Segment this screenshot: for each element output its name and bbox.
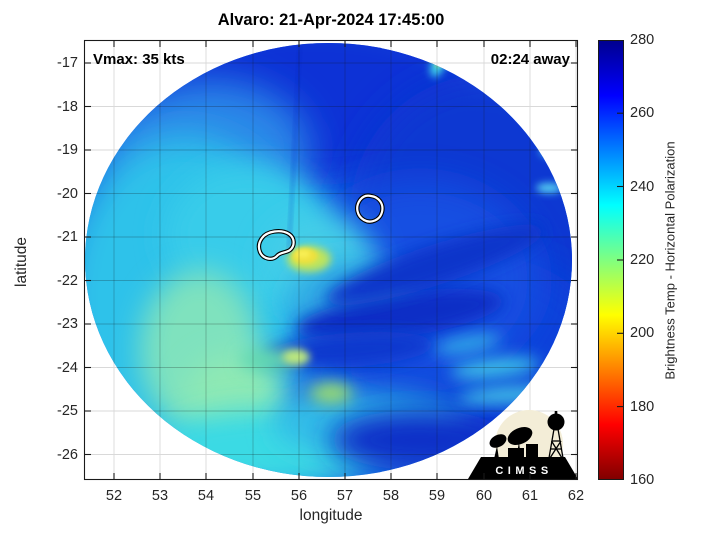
plot-title: Alvaro: 21-Apr-2024 17:45:00 <box>217 11 445 29</box>
colorbar-tick-label: 240 <box>630 179 655 195</box>
storm-contour-west <box>256 229 296 261</box>
xtick-label: 57 <box>336 488 354 504</box>
colorbar-label: Brightness Temp - Horizontal Polarizatio… <box>662 141 678 380</box>
ytick-label: -23 <box>57 316 78 332</box>
xtick-label: 53 <box>151 488 169 504</box>
ytick-label: -17 <box>57 55 78 71</box>
xtick-label: 59 <box>428 488 446 504</box>
xtick-label: 55 <box>244 488 262 504</box>
xtick-label: 56 <box>290 488 308 504</box>
ytick-label: -26 <box>57 447 78 463</box>
xtick-label: 60 <box>475 488 493 504</box>
grid-overlay <box>85 43 572 477</box>
colorbar <box>598 40 624 480</box>
time-away-annotation: 02:24 away <box>490 51 570 68</box>
ytick-label: -22 <box>57 273 78 289</box>
ytick-label: -19 <box>57 142 78 158</box>
cimss-logo-text: CIMSS <box>495 465 552 477</box>
colorbar-tick-label: 160 <box>630 472 655 488</box>
ytick-label: -25 <box>57 403 78 419</box>
axes-box <box>83 39 579 481</box>
colorbar-tick-label: 200 <box>630 325 655 341</box>
vmax-annotation: Vmax: 35 kts <box>93 51 185 68</box>
colorbar-tick-label: 260 <box>630 105 655 121</box>
storm-contour-east <box>355 193 385 224</box>
y-axis-label: latitude <box>13 237 30 287</box>
colorbar-tick-label: 280 <box>630 32 655 48</box>
ytick-label: -20 <box>57 186 78 202</box>
ytick-label: -24 <box>57 360 78 376</box>
colorbar-ticks <box>617 112 623 408</box>
xtick-label: 58 <box>382 488 400 504</box>
xtick-label: 61 <box>521 488 539 504</box>
water-tower-legs <box>548 428 564 459</box>
xtick-label: 54 <box>197 488 215 504</box>
colorbar-tick-label: 220 <box>630 252 655 268</box>
ytick-label: -21 <box>57 229 78 245</box>
satellite-swath-image <box>85 43 572 477</box>
cimss-logo: CIMSS <box>468 410 578 479</box>
xtick-label: 62 <box>567 488 585 504</box>
x-axis-label: longitude <box>299 507 363 524</box>
colorbar-tick-label: 180 <box>630 399 655 415</box>
ytick-label: -18 <box>57 99 78 115</box>
axis-ticks <box>85 41 577 479</box>
xtick-label: 52 <box>105 488 123 504</box>
